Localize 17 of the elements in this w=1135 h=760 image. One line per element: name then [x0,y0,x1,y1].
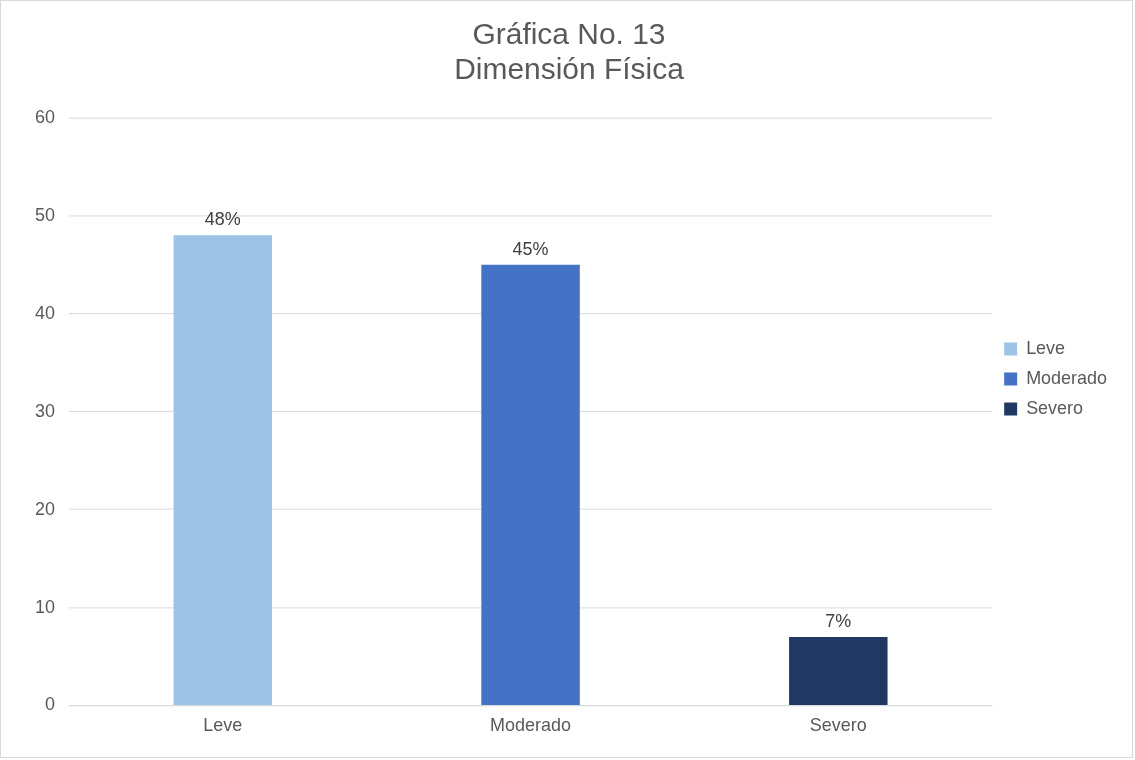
data-label: 7% [825,610,852,631]
y-tick-label: 50 [34,204,55,225]
legend-label: Leve [1026,338,1066,359]
y-tick-label: 40 [34,302,55,323]
chart-title: Gráfica No. 13 Dimensión Física [454,17,685,85]
legend-label: Moderado [1026,367,1108,388]
y-tick-label: 20 [34,498,55,519]
x-tick-label: Moderado [490,715,571,736]
y-tick-label: 30 [34,400,55,421]
x-tick-label: Severo [809,715,867,736]
data-label: 45% [512,238,549,259]
legend-label: Severo [1026,397,1084,418]
y-tick-label: 0 [44,694,55,715]
y-tick-label: 10 [34,596,55,617]
y-tick-label: 60 [34,106,55,127]
data-label: 48% [204,209,241,230]
x-tick-label: Leve [203,715,243,736]
